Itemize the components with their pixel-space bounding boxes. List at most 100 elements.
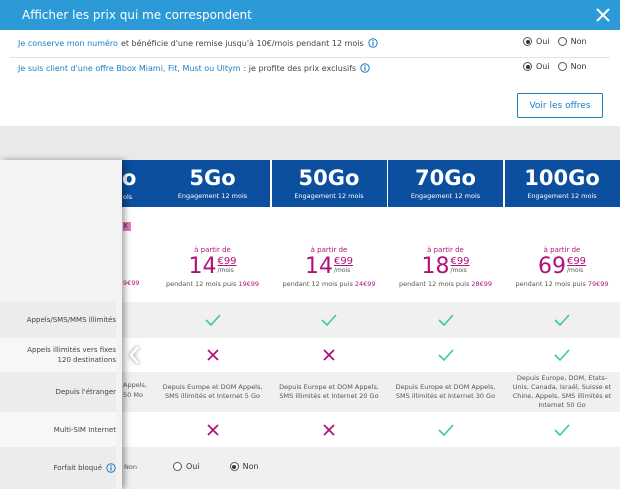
plan-name: 5Go xyxy=(189,166,236,190)
feature-cell xyxy=(272,338,387,372)
check-icon xyxy=(320,312,338,328)
feature-cell: Depuis Europe et DOM Appels, SMS illimit… xyxy=(388,372,503,412)
row-label-text: Depuis l'étranger xyxy=(55,388,116,396)
price-cents: €99 xyxy=(217,256,237,267)
price-line: 18 €99/mois xyxy=(421,256,469,278)
feature-cell xyxy=(505,302,620,338)
cross-icon xyxy=(205,347,221,363)
radio-option[interactable]: Non xyxy=(229,462,259,471)
plan-price: à partir de 18 €99/mois pendant 12 mois pui… xyxy=(388,207,503,302)
plan-column: 100Go Engagement 12 mois à partir de 69 €99/… xyxy=(504,160,620,489)
price-line: 14 €99/mois xyxy=(188,256,236,278)
roaming-text: Depuis Europe et DOM Appels, SMS illimit… xyxy=(279,383,379,400)
plan-header: 70Go Engagement 12 mois xyxy=(388,160,503,207)
then-text: pendant 12 mois puis xyxy=(398,280,470,288)
filter-option: Je conserve mon numéro et bénéficie d'une… xyxy=(18,38,378,48)
row-label-text: Forfait bloqué xyxy=(53,464,102,472)
price-after: 19€99 xyxy=(238,280,260,288)
price-cents: €99 xyxy=(333,256,354,267)
close-button[interactable] xyxy=(596,8,610,22)
engagement-fragment: ols xyxy=(123,193,133,201)
feature-cell xyxy=(388,412,503,447)
info-icon-svg xyxy=(106,463,116,473)
feature-cell xyxy=(505,412,620,447)
price-per: /mois xyxy=(333,267,351,274)
row-label: Appels illimités vers fixes 120 destinat… xyxy=(0,338,116,372)
feature-cell: Depuis Europe et DOM Appels, SMS illimit… xyxy=(155,372,270,412)
plan-name-fragment: o xyxy=(122,166,137,190)
roaming-fragment: Appels, xyxy=(123,381,147,389)
price-after: 79€99 xyxy=(587,280,609,288)
row-label: Forfait bloqué xyxy=(0,447,116,489)
price-cents-wrap: €99/mois xyxy=(334,256,353,274)
plan-price: à partir de 69 €99/mois pendant 12 mois pui… xyxy=(504,207,620,302)
check-icon xyxy=(204,312,222,328)
plan-engagement: Engagement 12 mois xyxy=(177,192,248,200)
radio-dot xyxy=(523,37,532,46)
option-text: : je profite des prix exclusifs xyxy=(243,63,357,73)
feature-cell xyxy=(155,302,270,338)
radio-label: Oui xyxy=(186,462,200,471)
row-label-text: Appels illimités vers fixes 120 destinat… xyxy=(27,346,116,364)
separator xyxy=(10,57,610,58)
filter-option: Je suis client d'une offre Bbox Miami, F… xyxy=(18,63,370,73)
option-link[interactable]: Je suis client d'une offre Bbox Miami, F… xyxy=(18,63,241,73)
roaming-fragment: 50 Mo xyxy=(123,391,143,399)
price-cents-wrap: €99/mois xyxy=(567,256,586,274)
feature-cell xyxy=(505,447,620,489)
then-text: pendant 12 mois puis xyxy=(165,280,237,288)
price-prefix: à partir de xyxy=(194,246,231,254)
feature-cell xyxy=(272,447,387,489)
row-label: Depuis l'étranger xyxy=(0,372,116,412)
row-label: Multi-SIM Internet xyxy=(0,412,116,447)
feature-cell xyxy=(388,447,503,489)
row-label-text: Multi-SIM Internet xyxy=(53,425,116,434)
price-then: pendant 12 mois puis 79€99 xyxy=(505,280,620,288)
scroll-left-arrow-svg xyxy=(129,346,139,364)
roaming-text: Depuis Europe et DOM Appels, SMS illimit… xyxy=(395,383,496,400)
plan-price: à partir de 14 €99/mois pendant 12 mois pui… xyxy=(271,207,387,302)
check-icon-svg xyxy=(554,349,570,362)
scroll-left-arrow[interactable] xyxy=(128,345,142,365)
badge-fragment: X xyxy=(123,222,131,231)
check-icon xyxy=(553,312,571,328)
plan-column: 70Go Engagement 12 mois à partir de 18 €99/m… xyxy=(388,160,503,489)
label-column: Appels/SMS/MMS illimités Appels illimités… xyxy=(0,160,122,489)
radio-option[interactable]: Oui xyxy=(173,462,200,471)
filter-bar: Afficher les prix qui me correspondent xyxy=(0,0,620,30)
radio-label: Non xyxy=(570,62,587,71)
radio-dot xyxy=(229,462,239,471)
radio-dot xyxy=(557,62,567,71)
radio-option[interactable]: Oui xyxy=(523,37,550,46)
radio-dot xyxy=(523,62,532,71)
check-icon-svg xyxy=(437,349,454,362)
plan-name: 70Go xyxy=(415,166,476,190)
plan-name: 50Go xyxy=(298,166,360,190)
cross-icon-svg xyxy=(323,423,335,436)
radio-label: Non xyxy=(570,37,587,46)
feature-cell xyxy=(388,302,503,338)
feature-cell: Depuis Europe et DOM Appels, SMS illimit… xyxy=(272,372,387,412)
check-icon-svg xyxy=(437,423,454,436)
price-euros: 18 xyxy=(421,254,450,279)
then-text: pendant 12 mois puis xyxy=(515,280,586,288)
info-icon-svg xyxy=(360,63,370,73)
see-offers-button[interactable]: Voir les offres xyxy=(517,93,603,118)
plan-header: 5Go Engagement 12 mois xyxy=(155,160,270,207)
price-fragment: 9€99 xyxy=(123,279,140,287)
feature-cell xyxy=(505,338,620,372)
cross-icon xyxy=(321,347,337,363)
info-icon xyxy=(367,38,378,48)
price-prefix: à partir de xyxy=(427,246,464,254)
plan-name: 100Go xyxy=(524,166,600,190)
radio-label: Oui xyxy=(536,62,550,71)
check-icon xyxy=(437,422,455,438)
price-per: /mois xyxy=(566,267,584,274)
radio-option[interactable]: Non xyxy=(557,37,587,46)
radio-option[interactable]: Non xyxy=(557,62,587,71)
radio-option[interactable]: Oui xyxy=(523,62,550,71)
radio-group: Oui Non xyxy=(515,37,587,46)
radio-dot xyxy=(173,462,182,471)
option-link[interactable]: Je conserve mon numéro xyxy=(18,38,118,48)
check-icon xyxy=(553,422,571,438)
